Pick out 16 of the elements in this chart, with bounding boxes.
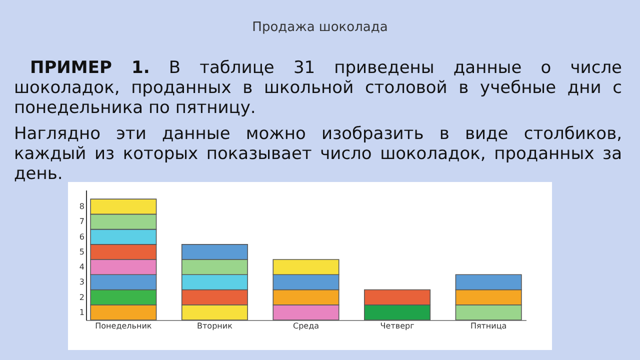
chart-title: Продажа шоколада	[251, 20, 389, 35]
y-tick-label: 4	[79, 262, 84, 272]
x-tick-label: Четверг	[380, 322, 414, 330]
y-tick-label: 6	[79, 232, 84, 242]
y-tick-label: 5	[79, 247, 84, 256]
x-tick-label: Среда	[292, 322, 320, 330]
x-tick-label: Вторник	[197, 322, 233, 330]
text: Наглядно эти данные можно изобразить в виде столбиков, каждый из которых показывает число шоколадок, проданных за день.	[14, 124, 622, 184]
y-tick-label: 8	[79, 202, 84, 212]
text: ПРИМЕР 1.	[30, 58, 150, 78]
y-tick-label: 2	[79, 292, 84, 302]
y-tick-label: 1	[79, 308, 84, 317]
x-tick-label: Пятница	[470, 322, 507, 330]
x-tick-label: Понедельник	[95, 322, 152, 330]
y-tick-label: 7	[79, 217, 84, 226]
y-tick-label: 3	[79, 278, 84, 287]
